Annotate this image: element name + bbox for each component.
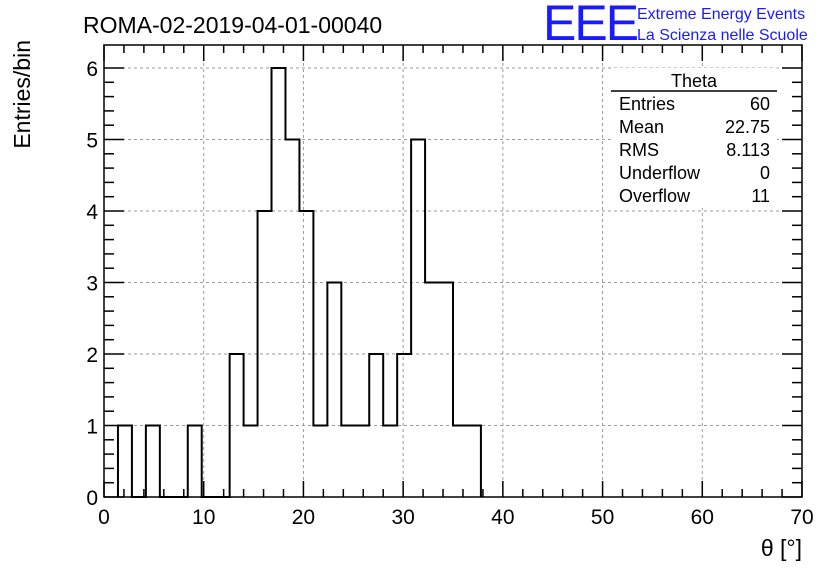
histogram-bar <box>258 211 272 497</box>
x-tick-labels: 0 10 20 30 40 50 60 70 <box>98 506 814 529</box>
x-tick-label: 70 <box>790 506 813 529</box>
histogram-bar <box>118 426 132 498</box>
histogram-bar <box>467 426 481 498</box>
stats-row-label: Overflow <box>619 186 691 206</box>
stats-row-label: Underflow <box>619 163 701 183</box>
histogram-bar <box>341 426 355 498</box>
x-tick-label: 20 <box>292 506 315 529</box>
stats-row-value: 8.113 <box>726 140 770 160</box>
stats-row-value: 0 <box>760 163 770 183</box>
stats-box: Theta Entries 60 Mean 22.75 RMS 8.113 Underflo… <box>611 68 777 208</box>
x-tick-label: 40 <box>491 506 514 529</box>
y-tick-label: 6 <box>86 58 98 81</box>
stats-row-label: Mean <box>619 117 664 137</box>
stats-box-rows: Entries 60 Mean 22.75 RMS 8.113 Underflow 0 Over… <box>619 94 770 206</box>
plot-frame <box>103 44 803 498</box>
histogram-bar <box>313 426 327 498</box>
histogram-bar <box>327 283 341 498</box>
logo-line-1: Extreme Energy Events <box>637 6 805 23</box>
y-tick-label: 5 <box>86 130 98 153</box>
x-tick-label: 10 <box>192 506 215 529</box>
histogram-bar <box>411 140 425 498</box>
histogram-bar <box>188 426 202 498</box>
histogram-bar <box>453 426 467 498</box>
x-tick-label: 50 <box>591 506 614 529</box>
stats-row-value: 11 <box>751 186 770 206</box>
stats-row-value: 60 <box>750 94 770 114</box>
y-axis-label: Entries/bin <box>9 40 35 149</box>
y-tick-label: 3 <box>86 273 98 296</box>
y-tick-labels: 0 1 2 3 4 5 6 <box>86 58 98 510</box>
histogram-bar <box>355 426 369 498</box>
histogram-bar <box>299 211 313 497</box>
axis-ticks <box>103 45 803 498</box>
stats-box-title: Theta <box>671 71 718 91</box>
x-tick-label: 60 <box>691 506 714 529</box>
logo-line-2: La Scienza nelle Scuole <box>637 27 808 44</box>
histogram-bar <box>383 426 397 498</box>
stats-row-value: 22.75 <box>725 117 770 137</box>
histogram-bar <box>439 283 453 498</box>
logo-letters: EEE <box>543 0 638 51</box>
chart-title: ROMA-02-2019-04-01-00040 <box>83 12 382 38</box>
histogram-bar <box>425 283 439 498</box>
x-axis-label: θ [°] <box>761 535 802 561</box>
eee-logo: EEE Extreme Energy Events La Scienza nel… <box>543 0 808 51</box>
y-tick-label: 4 <box>86 201 98 224</box>
y-tick-label: 1 <box>86 416 98 439</box>
x-tick-label: 30 <box>391 506 414 529</box>
stats-row-label: Entries <box>619 94 675 114</box>
histogram-bar <box>244 426 258 498</box>
histogram-bar <box>146 426 160 498</box>
y-tick-label: 0 <box>86 487 98 510</box>
stats-row-label: RMS <box>619 140 659 160</box>
x-tick-label: 0 <box>98 506 110 529</box>
y-tick-label: 2 <box>86 344 98 367</box>
histogram-bar <box>285 140 299 498</box>
